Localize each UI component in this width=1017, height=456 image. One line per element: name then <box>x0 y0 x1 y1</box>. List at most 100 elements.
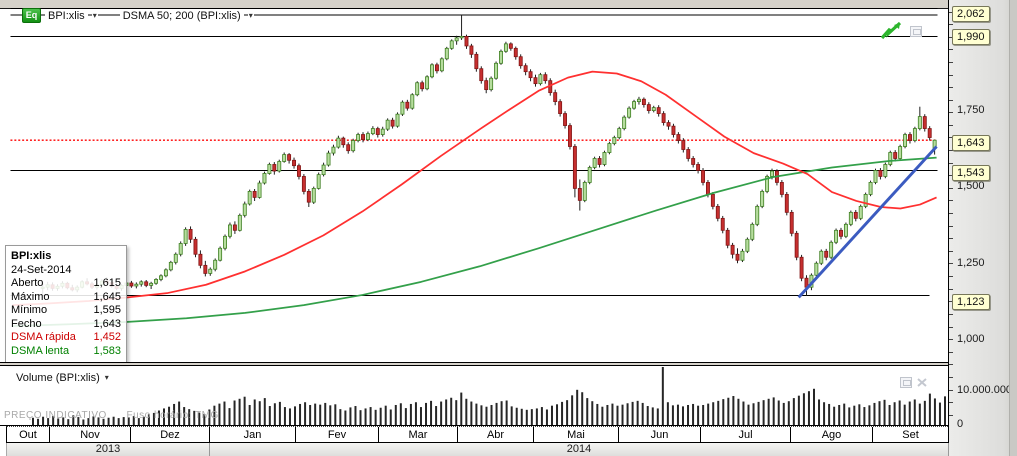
candle <box>242 201 247 218</box>
candle <box>528 69 533 82</box>
trend-line <box>797 145 938 299</box>
candle <box>311 186 316 204</box>
axis-tick <box>949 188 953 189</box>
candle <box>464 34 469 49</box>
price-chart[interactable] <box>0 8 948 363</box>
volume-bar <box>697 405 700 425</box>
volume-bar <box>671 405 674 425</box>
candle <box>878 168 883 180</box>
volume-bar <box>62 417 65 425</box>
volume-bar <box>903 404 906 425</box>
candle <box>863 192 868 209</box>
volume-bar <box>470 401 473 425</box>
month-label: Ago <box>791 427 873 443</box>
volume-bar <box>636 400 639 425</box>
candle <box>346 142 351 154</box>
candle <box>656 105 661 117</box>
volume-bar <box>354 406 357 425</box>
volume-dropdown[interactable]: Volume (BPI:xlis) <box>16 372 100 384</box>
restore-window-icon[interactable] <box>910 26 922 37</box>
axis-tick <box>949 377 953 378</box>
volume-bar <box>737 398 740 425</box>
volume-bar <box>339 409 342 425</box>
volume-bar <box>349 407 352 425</box>
candle <box>912 126 917 143</box>
candle <box>553 89 558 106</box>
candle <box>370 126 375 136</box>
candle <box>232 221 237 234</box>
volume-bar <box>843 403 846 425</box>
panel-divider[interactable] <box>0 362 948 366</box>
instrument-dropdown[interactable]: BPI:xlis <box>45 8 88 23</box>
volume-bar <box>772 397 775 425</box>
volume-bar <box>299 403 302 425</box>
volume-bar <box>818 399 821 425</box>
volume-bar <box>67 419 70 425</box>
axis-tick <box>949 175 953 176</box>
axis-tick <box>949 49 953 50</box>
price-tick-label: 1,500 <box>957 180 985 192</box>
chevron-down-icon[interactable]: ▾ <box>247 8 254 23</box>
volume-bar <box>853 405 856 425</box>
volume-bar <box>883 399 886 425</box>
candle <box>533 74 538 87</box>
price-tick-label: 1,000 <box>957 333 985 345</box>
price-axis[interactable]: 1,750 1,500 1,250 1,000 2,062 1,990 1,643 1,543… <box>948 0 1017 456</box>
tooltip-row-label: DSMA lenta <box>11 344 70 357</box>
candle <box>188 226 193 243</box>
volume-bar <box>933 398 936 425</box>
candle <box>587 165 592 185</box>
live-update-flash-icon[interactable] <box>880 20 904 42</box>
candle <box>365 131 370 142</box>
chevron-down-icon[interactable]: ▾ <box>91 8 98 23</box>
candle <box>247 189 252 206</box>
candle <box>834 228 839 245</box>
candle <box>218 246 223 262</box>
chart-header: Eq BPI:xlis ▾ DSMA 50; 200 (BPI:xlis) ▾ <box>22 8 254 23</box>
candle <box>503 41 508 53</box>
tooltip-row-value: 1,583 <box>93 344 121 357</box>
axis-tick <box>949 339 953 340</box>
candle <box>927 126 932 141</box>
candle <box>676 132 681 144</box>
volume-chart[interactable] <box>0 366 948 425</box>
candle <box>129 280 134 288</box>
price-badge: 1,123 <box>952 294 990 310</box>
volume-bar <box>747 404 750 425</box>
candle <box>725 227 730 249</box>
axis-tick <box>949 263 953 264</box>
candle <box>277 159 282 173</box>
candle <box>444 46 449 61</box>
volume-bar <box>848 407 851 425</box>
restore-panel-icon[interactable] <box>900 377 912 388</box>
candle <box>922 114 927 132</box>
volume-bar <box>767 398 770 425</box>
volume-bar <box>379 407 382 425</box>
candle <box>395 112 400 128</box>
candle <box>577 179 582 211</box>
month-axis-row: Out Nov Dez Jan Fev Mar Abr Mai Jun Jul Ago Set <box>6 426 949 443</box>
candle <box>523 63 528 76</box>
volume-bar <box>157 410 160 425</box>
volume-bar <box>314 403 317 425</box>
candle <box>228 222 232 239</box>
indicator-dropdown[interactable]: DSMA 50; 200 (BPI:xlis) <box>119 8 244 23</box>
chevron-down-icon[interactable]: ▾ <box>104 373 109 382</box>
candle <box>385 118 390 131</box>
close-panel-icon[interactable] <box>916 377 928 388</box>
candle <box>213 258 218 272</box>
candle <box>760 189 765 209</box>
volume-bar <box>556 404 559 425</box>
volume-bar <box>263 398 266 425</box>
volume-bar <box>359 410 362 425</box>
axis-tick <box>949 112 953 113</box>
candle <box>908 132 912 144</box>
candle <box>543 72 548 84</box>
volume-bar <box>435 406 438 425</box>
volume-bar <box>621 404 624 425</box>
volume-bar <box>173 403 176 425</box>
volume-bar <box>586 398 589 425</box>
volume-bar <box>495 402 498 425</box>
volume-bar <box>601 406 604 425</box>
candle <box>272 162 277 175</box>
